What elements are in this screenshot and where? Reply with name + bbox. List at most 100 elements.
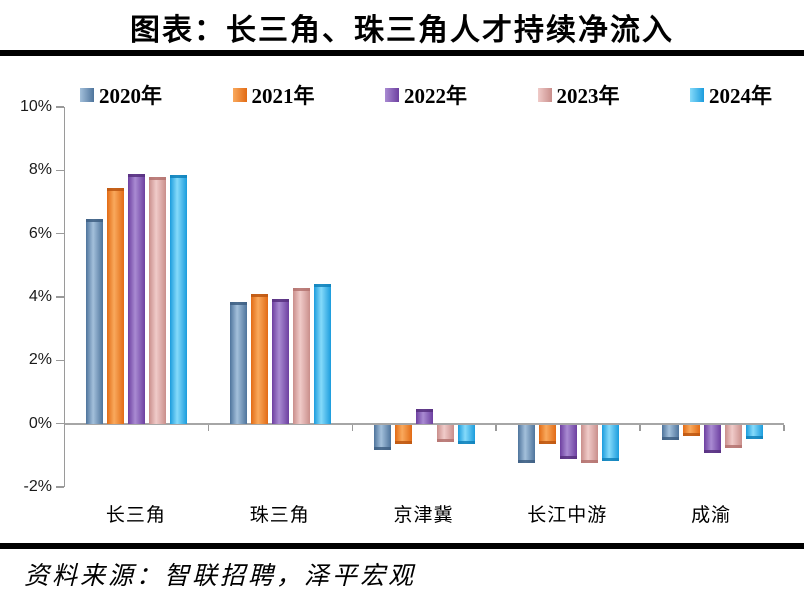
legend-label: 2024年 bbox=[709, 84, 772, 108]
x-axis-label-c1: 珠三角 bbox=[249, 505, 310, 526]
y-axis-tick bbox=[56, 169, 64, 172]
bar-s1-c3 bbox=[538, 424, 556, 444]
bar-group-c3 bbox=[517, 107, 619, 487]
y-tick-label: 6% bbox=[28, 224, 52, 242]
x-axis-label-c4: 成渝 bbox=[691, 505, 732, 526]
y-tick-label: 8% bbox=[28, 161, 52, 179]
x-axis-label-c2: 京津冀 bbox=[393, 505, 454, 526]
bar-cap bbox=[538, 440, 556, 444]
bar-cap bbox=[601, 458, 619, 462]
y-axis-tick bbox=[56, 106, 64, 108]
bar-group-c2 bbox=[374, 107, 475, 487]
bar-cap bbox=[251, 293, 269, 297]
chart-title: 图表：长三角、珠三角人才持续净流入 bbox=[130, 14, 674, 47]
bar-s1-c4 bbox=[682, 424, 700, 436]
bar-cap bbox=[107, 187, 125, 191]
x-axis-boundary-tick bbox=[495, 424, 497, 431]
source-divider-rule bbox=[0, 543, 804, 549]
x-axis-boundary-tick bbox=[207, 424, 210, 431]
bar-s0-c3 bbox=[517, 424, 535, 463]
bar-cap bbox=[580, 459, 598, 463]
x-axis-boundary-tick bbox=[783, 424, 785, 431]
bar-cap bbox=[745, 435, 763, 439]
bar-cap bbox=[437, 439, 454, 443]
bar-s3-c3 bbox=[580, 424, 598, 463]
bar-cap bbox=[293, 287, 311, 291]
bar-s2-c2 bbox=[416, 409, 433, 424]
bar-cap bbox=[517, 459, 535, 463]
y-tick-label: 2% bbox=[28, 351, 52, 369]
y-tick-label: 0% bbox=[28, 414, 52, 432]
bar-group-c4 bbox=[661, 107, 763, 487]
bar-s2-c1 bbox=[272, 298, 290, 424]
bar-s4-c4 bbox=[745, 424, 763, 439]
bar-cap bbox=[703, 450, 721, 454]
x-axis-label-c0: 长三角 bbox=[105, 505, 166, 526]
bar-s3-c0 bbox=[149, 176, 167, 424]
bar-s1-c2 bbox=[395, 424, 412, 444]
bar-s4-c0 bbox=[170, 175, 188, 424]
y-axis-tick bbox=[56, 232, 64, 235]
bar-s4-c3 bbox=[601, 424, 619, 462]
bar-cap bbox=[86, 219, 104, 223]
bar-group-c0 bbox=[86, 107, 188, 487]
bar-cap bbox=[272, 298, 290, 302]
legend-label: 2023年 bbox=[556, 84, 620, 108]
x-axis-boundary-tick bbox=[639, 424, 641, 431]
bar-cap bbox=[374, 446, 391, 450]
legend-label: 2022年 bbox=[404, 84, 467, 108]
legend-label: 2020年 bbox=[99, 84, 162, 108]
bar-cap bbox=[230, 301, 248, 305]
bar-s1-c1 bbox=[251, 293, 269, 424]
x-axis-boundary-tick bbox=[351, 424, 354, 431]
title-divider-rule bbox=[0, 50, 804, 56]
x-axis-label-c3: 长江中游 bbox=[527, 505, 608, 526]
legend-item-2022: 2022年 bbox=[385, 80, 467, 110]
y-axis-tick bbox=[56, 422, 64, 425]
bar-s3-c1 bbox=[293, 287, 311, 424]
bar-s4-c2 bbox=[458, 424, 475, 444]
y-axis-tick bbox=[56, 296, 64, 298]
legend: 2020年 2021年 2022年 2023年 2024年 bbox=[80, 80, 772, 110]
bar-s2-c3 bbox=[559, 424, 577, 460]
bar-cap bbox=[149, 176, 167, 180]
y-tick-label: -2% bbox=[23, 478, 52, 495]
legend-label: 2021年 bbox=[251, 84, 315, 108]
bar-s4-c1 bbox=[314, 284, 332, 424]
bar-cap bbox=[559, 456, 577, 460]
bar-cap bbox=[724, 445, 742, 449]
bar-cap bbox=[314, 284, 332, 288]
bar-cap bbox=[458, 440, 475, 444]
y-tick-label: 4% bbox=[28, 288, 52, 305]
bar-s0-c1 bbox=[230, 301, 248, 424]
y-axis-tick bbox=[56, 359, 64, 362]
y-tick-label: 10% bbox=[19, 98, 52, 115]
zero-axis-line bbox=[65, 422, 784, 425]
bar-cap bbox=[416, 409, 433, 413]
bar-s2-c4 bbox=[703, 424, 721, 454]
bar-cap bbox=[128, 173, 146, 177]
bar-s3-c4 bbox=[724, 424, 742, 449]
bar-cap bbox=[170, 175, 188, 179]
source-note: 资料来源：智联招聘，泽平宏观 bbox=[24, 563, 417, 590]
bar-s3-c2 bbox=[437, 424, 454, 443]
legend-swatch-icon bbox=[80, 88, 94, 102]
plot-area bbox=[56, 106, 785, 488]
y-axis-tick bbox=[56, 486, 64, 488]
bar-cap bbox=[395, 440, 412, 444]
bar-s1-c0 bbox=[107, 187, 125, 424]
legend-swatch-icon bbox=[690, 88, 704, 102]
y-axis-labels: 10% 8% 6% 4% 2% 0% -2% bbox=[0, 98, 52, 495]
bar-cap bbox=[682, 432, 700, 436]
legend-swatch-icon bbox=[385, 88, 399, 102]
x-axis-labels: 长三角 珠三角 京津冀 长江中游 成渝 bbox=[64, 500, 783, 527]
legend-swatch-icon bbox=[537, 88, 552, 102]
legend-swatch-icon bbox=[232, 88, 247, 102]
bar-s0-c2 bbox=[374, 424, 391, 450]
bar-s2-c0 bbox=[128, 173, 146, 424]
bar-s0-c0 bbox=[86, 219, 104, 424]
bar-group-c1 bbox=[230, 107, 332, 487]
bar-cap bbox=[661, 437, 679, 441]
